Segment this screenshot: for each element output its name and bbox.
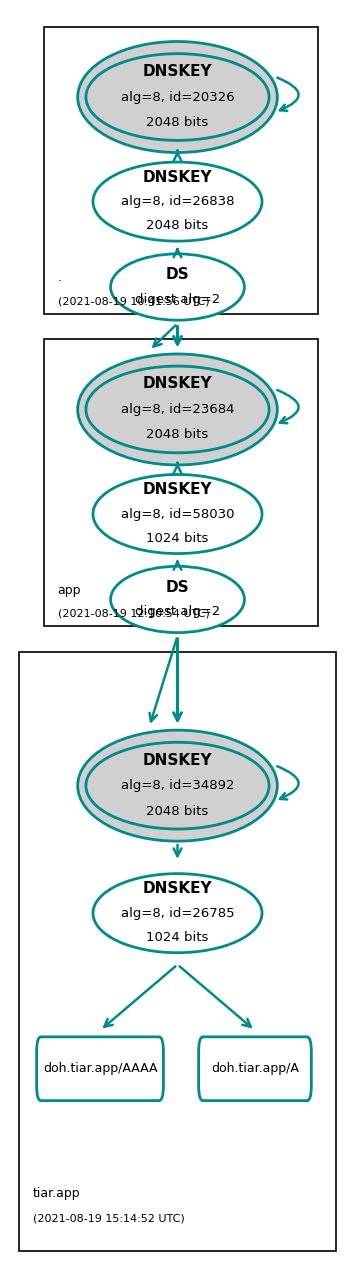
Ellipse shape xyxy=(86,366,269,452)
Text: digest alg=2: digest alg=2 xyxy=(135,293,220,305)
Text: (2021-08-19 10:41:56 UTC): (2021-08-19 10:41:56 UTC) xyxy=(58,296,209,307)
Text: digest alg=2: digest alg=2 xyxy=(135,604,220,619)
Ellipse shape xyxy=(78,354,277,465)
Text: alg=8, id=26785: alg=8, id=26785 xyxy=(121,906,234,920)
Ellipse shape xyxy=(86,54,269,141)
Bar xyxy=(19,652,336,1251)
Text: alg=8, id=58030: alg=8, id=58030 xyxy=(121,507,234,520)
Text: doh.tiar.app/AAAA: doh.tiar.app/AAAA xyxy=(43,1062,157,1075)
Text: alg=8, id=23684: alg=8, id=23684 xyxy=(121,403,234,415)
Text: app: app xyxy=(58,584,81,597)
Bar xyxy=(44,340,318,626)
Text: DNSKEY: DNSKEY xyxy=(143,882,212,896)
Text: DNSKEY: DNSKEY xyxy=(143,377,212,391)
Bar xyxy=(44,27,318,314)
Ellipse shape xyxy=(78,41,277,152)
Text: tiar.app: tiar.app xyxy=(33,1187,81,1200)
Text: DS: DS xyxy=(166,267,189,282)
Text: DNSKEY: DNSKEY xyxy=(143,170,212,185)
Text: 2048 bits: 2048 bits xyxy=(146,116,209,129)
Text: (2021-08-19 15:14:52 UTC): (2021-08-19 15:14:52 UTC) xyxy=(33,1213,185,1223)
Text: alg=8, id=34892: alg=8, id=34892 xyxy=(121,780,234,792)
Ellipse shape xyxy=(110,254,245,321)
Text: DNSKEY: DNSKEY xyxy=(143,753,212,768)
Ellipse shape xyxy=(78,730,277,841)
Ellipse shape xyxy=(93,874,262,952)
Text: (2021-08-19 12:10:54 UTC): (2021-08-19 12:10:54 UTC) xyxy=(58,608,209,619)
Text: 2048 bits: 2048 bits xyxy=(146,805,209,818)
Text: DNSKEY: DNSKEY xyxy=(143,64,212,79)
Text: 2048 bits: 2048 bits xyxy=(146,220,209,233)
Ellipse shape xyxy=(86,743,269,829)
Text: DS: DS xyxy=(166,580,189,594)
Text: 2048 bits: 2048 bits xyxy=(146,428,209,441)
Ellipse shape xyxy=(110,566,245,633)
Text: alg=8, id=20326: alg=8, id=20326 xyxy=(121,91,234,104)
FancyBboxPatch shape xyxy=(199,1036,311,1100)
Text: DNSKEY: DNSKEY xyxy=(143,482,212,497)
Text: doh.tiar.app/A: doh.tiar.app/A xyxy=(211,1062,299,1075)
Text: .: . xyxy=(58,271,62,285)
Text: alg=8, id=26838: alg=8, id=26838 xyxy=(121,196,234,208)
Text: 1024 bits: 1024 bits xyxy=(146,532,209,544)
FancyBboxPatch shape xyxy=(37,1036,163,1100)
Ellipse shape xyxy=(93,474,262,553)
Text: 1024 bits: 1024 bits xyxy=(146,930,209,944)
Ellipse shape xyxy=(93,162,262,242)
